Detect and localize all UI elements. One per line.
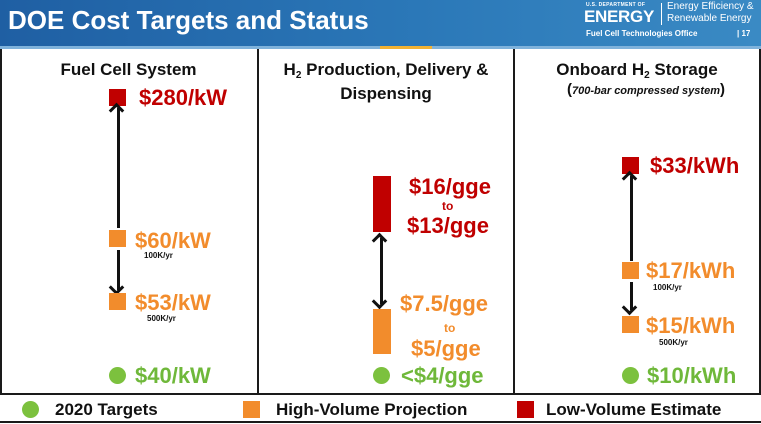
column-border-right: [759, 49, 761, 394]
fuel-cell-low-volume: $280/kW: [139, 85, 228, 110]
high-volume-marker: [109, 293, 126, 310]
volume-label: 100K/yr: [653, 283, 682, 292]
h2-production-title-line2: Dispensing: [340, 84, 432, 103]
h2-target: <$4/gge: [401, 363, 484, 388]
storage-title: Onboard H2 Storage: [556, 60, 718, 81]
target-marker: [373, 367, 390, 384]
page-title: DOE Cost Targets and Status: [8, 5, 369, 35]
high-volume-marker: [622, 262, 639, 279]
storage-low-volume: $33/kWh: [650, 153, 740, 178]
range-arrow: [108, 102, 125, 228]
column-divider-1: [257, 49, 259, 394]
header-bar: [0, 0, 761, 46]
legend-high-volume-marker: [243, 401, 260, 418]
h2-high-volume-low: $5/gge: [411, 336, 481, 361]
legend-bottom-border: [0, 421, 761, 423]
legend-targets-label: 2020 Targets: [55, 400, 158, 419]
low-volume-range-bar: [373, 176, 391, 232]
legend-targets-marker: [22, 401, 39, 418]
eere-logo-line2: Renewable Energy: [667, 13, 752, 24]
target-marker: [622, 367, 639, 384]
legend-top-border: [0, 393, 761, 395]
header-accent: [380, 46, 432, 49]
range-connector: to: [444, 321, 456, 335]
h2-low-volume-high: $16/gge: [409, 174, 491, 199]
doe-logo: ENERGY: [584, 7, 654, 26]
storage-high-volume-500k: $15/kWh: [646, 313, 736, 338]
office-name: Fuel Cell Technologies Office: [586, 29, 698, 38]
target-marker: [109, 367, 126, 384]
column-divider-2: [513, 49, 515, 394]
range-arrow: [621, 282, 638, 316]
page-number: | 17: [737, 29, 751, 38]
legend-low-volume-marker: [517, 401, 534, 418]
fuel-cell-target: $40/kW: [135, 363, 211, 388]
logo-separator: [661, 3, 662, 25]
volume-label: 100K/yr: [144, 251, 173, 260]
high-volume-marker: [109, 230, 126, 247]
column-border-left: [0, 49, 2, 394]
range-arrow: [371, 232, 388, 310]
high-volume-range-bar: [373, 309, 391, 354]
legend-low-volume-label: Low-Volume Estimate: [546, 400, 722, 419]
eere-logo-line1: Energy Efficiency &: [667, 1, 754, 12]
low-volume-marker: [622, 157, 639, 174]
h2-high-volume-high: $7.5/gge: [400, 291, 489, 316]
range-arrow: [621, 170, 638, 261]
fuel-cell-title: Fuel Cell System: [60, 60, 197, 79]
fuel-cell-high-volume-100k: $60/kW: [135, 228, 211, 253]
doe-logo-small-text: U.S. DEPARTMENT OF: [586, 2, 646, 8]
legend-high-volume-label: High-Volume Projection: [276, 400, 468, 419]
volume-label: 500K/yr: [659, 338, 688, 347]
range-arrow: [108, 250, 125, 296]
h2-low-volume-low: $13/gge: [407, 213, 489, 238]
low-volume-marker: [109, 89, 126, 106]
storage-high-volume-100k: $17/kWh: [646, 258, 736, 283]
fuel-cell-high-volume-500k: $53/kW: [135, 290, 211, 315]
h2-production-title: H2 Production, Delivery &: [283, 60, 489, 81]
range-connector: to: [442, 199, 454, 213]
high-volume-marker: [622, 316, 639, 333]
storage-target: $10/kWh: [647, 363, 737, 388]
storage-note: (700-bar compressed system): [567, 81, 725, 98]
volume-label: 500K/yr: [147, 314, 176, 323]
